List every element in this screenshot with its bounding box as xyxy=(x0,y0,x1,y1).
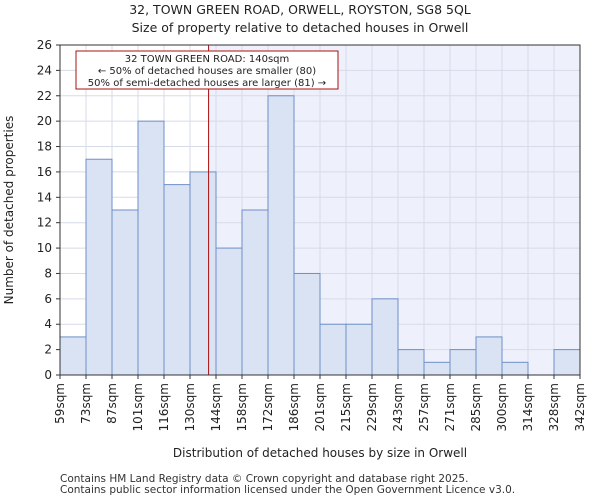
x-tick-label: 300sqm xyxy=(495,383,509,431)
bar xyxy=(215,247,243,376)
y-tick-label: 4 xyxy=(44,317,52,331)
y-tick-label: 12 xyxy=(37,216,52,230)
x-tick-label: 201sqm xyxy=(313,383,327,431)
annotation-line-1: 32 TOWN GREEN ROAD: 140sqm xyxy=(125,54,290,65)
x-tick-label: 144sqm xyxy=(209,383,223,431)
bar xyxy=(59,336,87,376)
annotation-line-3: 50% of semi-detached houses are larger (… xyxy=(88,78,326,89)
x-tick-label: 328sqm xyxy=(547,383,561,431)
x-tick-label: 73sqm xyxy=(79,383,93,424)
bar xyxy=(85,158,113,376)
x-tick-label: 87sqm xyxy=(105,383,119,424)
bar xyxy=(319,323,347,376)
y-tick-label: 10 xyxy=(37,241,52,255)
x-tick-label: 172sqm xyxy=(261,383,275,431)
bar xyxy=(397,349,425,376)
bar xyxy=(371,298,399,376)
y-axis-label: Number of detached properties xyxy=(2,116,16,305)
chart-subtitle: Size of property relative to detached ho… xyxy=(131,20,469,35)
footer-licence: Contains public sector information licen… xyxy=(60,484,516,496)
bar xyxy=(267,95,295,376)
x-tick-label: 116sqm xyxy=(157,383,171,431)
x-axis-ticks: 59sqm 73sqm 87sqm 101sqm 116sqm 130sqm 144sqm 1… xyxy=(53,375,587,431)
bar xyxy=(293,272,321,376)
y-tick-label: 8 xyxy=(44,266,52,280)
y-tick-label: 26 xyxy=(37,38,52,52)
x-tick-label: 215sqm xyxy=(339,383,353,431)
x-tick-label: 271sqm xyxy=(443,383,457,431)
x-tick-label: 186sqm xyxy=(287,383,301,431)
x-tick-label: 229sqm xyxy=(365,383,379,431)
x-tick-label: 158sqm xyxy=(235,383,249,431)
y-tick-label: 14 xyxy=(37,190,52,204)
x-tick-label: 59sqm xyxy=(53,383,67,424)
x-tick-label: 314sqm xyxy=(521,383,535,431)
y-tick-label: 20 xyxy=(37,114,52,128)
bar xyxy=(423,361,451,376)
bar xyxy=(241,209,269,376)
bar xyxy=(163,184,191,376)
y-tick-label: 22 xyxy=(37,89,52,103)
x-tick-label: 243sqm xyxy=(391,383,405,431)
y-tick-label: 6 xyxy=(44,292,52,306)
annotation-line-2: ← 50% of detached houses are smaller (80… xyxy=(98,66,316,77)
bar xyxy=(189,171,217,376)
x-tick-label: 342sqm xyxy=(573,383,587,431)
annotation-frame xyxy=(75,50,339,90)
bar xyxy=(111,209,139,376)
bar xyxy=(345,323,373,376)
bar xyxy=(501,361,529,376)
y-tick-label: 24 xyxy=(37,63,52,77)
y-tick-label: 16 xyxy=(37,165,52,179)
y-tick-label: 0 xyxy=(44,368,52,382)
x-axis-label: Distribution of detached houses by size … xyxy=(173,446,467,460)
bar xyxy=(553,349,581,376)
y-tick-label: 18 xyxy=(37,140,52,154)
annotation-box: 32 TOWN GREEN ROAD: 140sqm ← 50% of deta… xyxy=(75,50,339,90)
page-title: 32, TOWN GREEN ROAD, ORWELL, ROYSTON, SG… xyxy=(129,2,471,17)
x-tick-label: 130sqm xyxy=(183,383,197,431)
bar xyxy=(137,120,165,376)
bar xyxy=(475,336,503,376)
y-tick-label: 2 xyxy=(44,343,52,357)
x-tick-label: 101sqm xyxy=(131,383,145,431)
x-tick-label: 285sqm xyxy=(469,383,483,431)
bars xyxy=(59,95,581,376)
x-tick-label: 257sqm xyxy=(417,383,431,431)
bar xyxy=(449,349,477,376)
footer-copyright: Contains HM Land Registry data © Crown c… xyxy=(60,473,469,485)
